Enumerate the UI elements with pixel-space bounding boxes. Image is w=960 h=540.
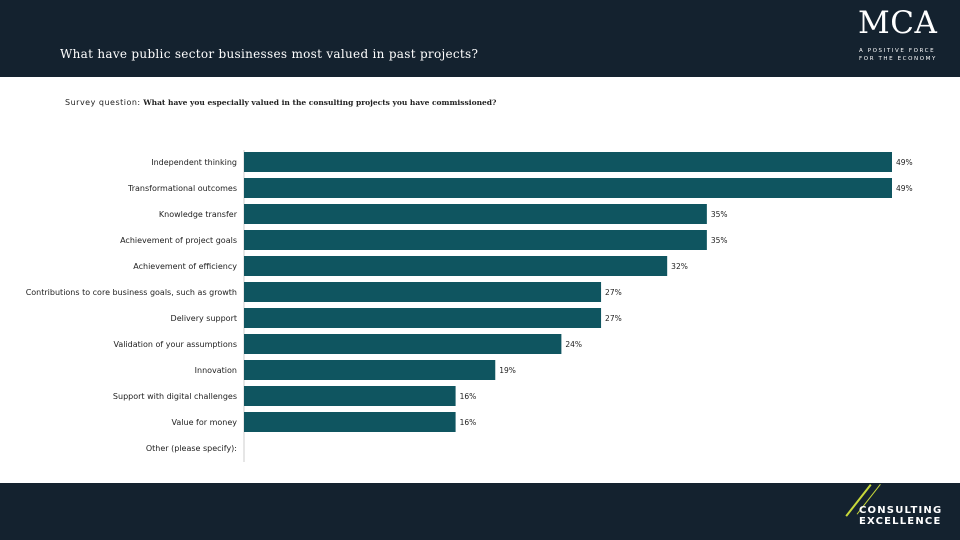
- footer-logo-line1: CONSULTING: [859, 505, 943, 516]
- bar: [244, 204, 707, 224]
- bar: [244, 230, 707, 250]
- survey-question: Survey question: What have you especiall…: [65, 98, 496, 107]
- category-label: Value for money: [172, 418, 238, 427]
- data-label: 27%: [605, 314, 622, 323]
- bar: [244, 308, 602, 328]
- category-label: Achievement of project goals: [120, 236, 237, 245]
- category-label: Transformational outcomes: [127, 184, 237, 193]
- footer-bar: [0, 483, 960, 540]
- consulting-excellence-logo: CONSULTING EXCELLENCE: [859, 505, 942, 527]
- category-label: Achievement of efficiency: [133, 262, 237, 271]
- bar: [244, 386, 456, 406]
- data-label: 27%: [605, 288, 622, 297]
- mca-logo-tagline: A POSITIVE FORCE FOR THE ECONOMY: [859, 48, 937, 62]
- data-label: 49%: [896, 158, 913, 167]
- category-label: Delivery support: [171, 314, 237, 323]
- bar: [244, 256, 668, 276]
- category-label: Innovation: [195, 366, 237, 375]
- data-label: 35%: [711, 236, 728, 245]
- category-label: Validation of your assumptions: [113, 340, 237, 349]
- bar: [244, 360, 496, 380]
- page-title: What have public sector businesses most …: [60, 47, 479, 61]
- data-label: 35%: [711, 210, 728, 219]
- bar: [244, 152, 892, 172]
- data-label: 32%: [671, 262, 688, 271]
- bar-chart: Independent thinking 49% Transformational …: [26, 150, 913, 462]
- footer-logo-line2: EXCELLENCE: [859, 516, 942, 527]
- data-label: 49%: [896, 184, 913, 193]
- bar: [244, 412, 456, 432]
- data-label: 24%: [565, 340, 582, 349]
- mca-logo: MCA: [858, 5, 938, 41]
- bar: [244, 178, 892, 198]
- survey-question-label: Survey question:: [65, 98, 141, 107]
- bar: [244, 334, 562, 354]
- data-label: 16%: [460, 418, 477, 427]
- data-label: 16%: [460, 392, 477, 401]
- category-label: Support with digital challenges: [113, 392, 237, 401]
- category-label: Other (please specify):: [146, 444, 237, 453]
- header-bar: What have public sector businesses most …: [0, 0, 960, 77]
- category-label: Independent thinking: [151, 158, 237, 167]
- data-label: 19%: [499, 366, 516, 375]
- survey-question-text: What have you especially valued in the c…: [143, 98, 497, 107]
- category-label: Knowledge transfer: [159, 210, 238, 219]
- category-label: Contributions to core business goals, su…: [26, 288, 237, 297]
- bar: [244, 282, 602, 302]
